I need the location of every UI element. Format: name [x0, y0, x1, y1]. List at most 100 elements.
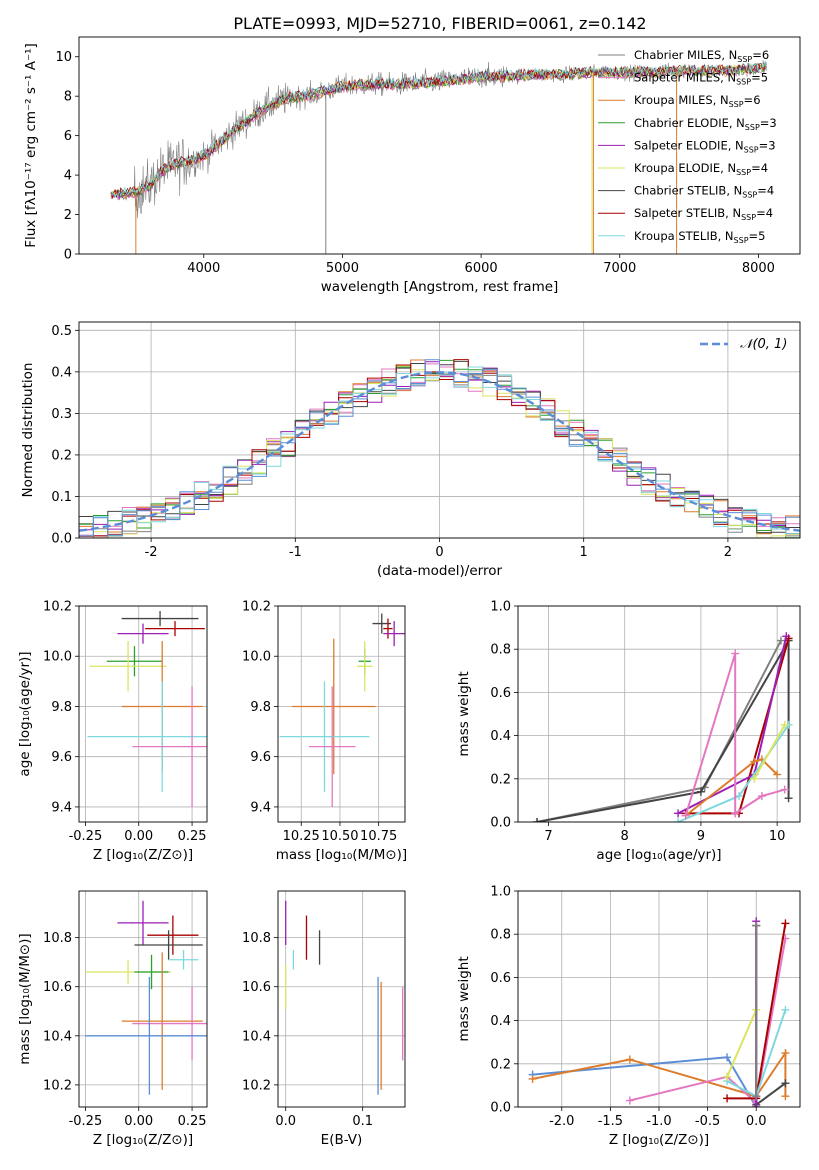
mass_vs_ebv-frame: [277, 890, 406, 1108]
weight-marker: [723, 1053, 732, 1062]
weight-marker: [681, 811, 690, 820]
weight-marker: [674, 818, 683, 822]
y-tick-label: 0.8: [490, 928, 511, 943]
y-tick-label: 9.4: [51, 800, 72, 815]
x-axis-label: mass [log₁₀(M/M⊙)]: [276, 847, 407, 863]
errorbar-point: [356, 641, 373, 692]
y-axis-label: mass weight: [456, 956, 472, 1041]
weight_vs_age-frame: [517, 605, 801, 823]
x-tick-label: 10.50: [321, 829, 358, 844]
legend-entry: Chabrier STELIB, NSSP=4: [634, 184, 774, 200]
y-tick-label: 0.0: [51, 532, 72, 547]
age_vs_Z-plot: [87, 611, 207, 807]
x-axis-label: (data-model)/error: [377, 563, 503, 579]
y-tick-label: 10.4: [242, 1029, 271, 1044]
weight-marker: [773, 770, 782, 779]
x-tick-label: -0.5: [695, 1114, 720, 1129]
age_vs_mass-plot: [279, 613, 405, 807]
y-tick-label: 10.8: [242, 931, 271, 946]
y-axis-label: Normed distribution: [20, 363, 36, 498]
y-tick-label: 9.6: [250, 750, 271, 765]
y-tick-label: 10.4: [43, 1029, 72, 1044]
errorbar-point: [87, 681, 207, 792]
x-tick-label: 0.0: [746, 1114, 767, 1129]
weight_vs_Z-plot: [528, 917, 790, 1107]
legend-entry: Chabrier ELODIE, NSSP=3: [634, 116, 777, 132]
y-tick-label: 0.2: [490, 1057, 511, 1072]
weight-marker: [735, 792, 744, 801]
x-axis-label: E(B-V): [321, 1132, 363, 1148]
x-tick-label: -0.25: [69, 829, 103, 844]
y-axis-label: age [log₁₀(age/yr)]: [17, 651, 33, 776]
weight-line: [536, 636, 790, 822]
y-tick-label: 0.0: [490, 816, 511, 831]
weight-marker: [780, 720, 789, 729]
normal-curve: [79, 371, 800, 532]
x-axis-label: age [log₁₀(age/yr)]: [596, 847, 721, 863]
y-tick-label: 6: [64, 129, 72, 144]
x-tick-label: 9: [697, 829, 705, 844]
weight-marker: [752, 921, 761, 930]
errorbar-point: [134, 930, 203, 960]
y-tick-label: 0.5: [51, 324, 72, 339]
errorbar-point: [132, 986, 207, 1061]
x-tick-label: 7: [544, 829, 552, 844]
y-axis-label: mass [log₁₀(M/M⊙)]: [17, 933, 33, 1064]
weight-marker: [781, 1092, 790, 1101]
mass_vs_Z-frame: [78, 890, 208, 1108]
x-tick-label: 5000: [326, 261, 359, 276]
y-tick-label: 10.6: [43, 980, 72, 995]
x-tick-label: 0.0: [275, 1114, 296, 1129]
x-tick-label: 0.00: [124, 829, 153, 844]
y-tick-label: 10.2: [43, 1078, 72, 1093]
errorbar-point: [117, 623, 169, 644]
weight-marker: [752, 1103, 761, 1107]
y-tick-label: 10.2: [242, 1078, 271, 1093]
y-tick-label: 0.4: [490, 729, 511, 744]
y-tick-label: 0.4: [51, 365, 72, 380]
y-tick-label: 0.0: [490, 1101, 511, 1116]
x-tick-label: 8000: [742, 261, 775, 276]
y-tick-label: 0.6: [490, 686, 511, 701]
errorbar-point: [145, 621, 205, 637]
x-axis-label: wavelength [Angstrom, rest frame]: [321, 279, 559, 295]
weight-marker: [780, 785, 789, 794]
errorbar-point: [168, 949, 199, 970]
legend-entry: Salpeter MILES, NSSP=5: [634, 71, 768, 87]
mass_vs_Z-axes: -0.25 0.00 0.25 10.2 10.4 10.6 10.8 Z [log₁₀(Z/…: [17, 891, 207, 1148]
weight_vs_age-plot: [533, 632, 793, 822]
y-tick-label: 1.0: [490, 885, 511, 900]
weight_vs_age-axes: 7 8 9 10 0.0 0.2 0.4 0.6 0.8 1.0 age [log₁₀(age/yr…: [456, 600, 800, 863]
x-tick-label: 2: [724, 545, 732, 560]
x-tick-label: 0.1: [352, 1114, 373, 1129]
x-tick-label: 10.25: [283, 829, 320, 844]
weight-marker: [781, 1005, 790, 1014]
weight-marker: [750, 757, 759, 766]
y-tick-label: 10: [55, 50, 72, 65]
y-tick-label: 0.8: [490, 643, 511, 658]
age_vs_Z-axes: -0.25 0.00 0.25 9.4 9.6 9.8 10.0 10.2 Z [log₁₀(Z…: [17, 600, 207, 863]
mass_vs_Z-plot: [85, 900, 207, 1095]
weight-marker: [625, 1096, 634, 1105]
errorbar-point: [85, 976, 207, 1095]
errorbar-point: [383, 621, 405, 647]
figure-title: PLATE=0993, MJD=52710, FIBERID=0061, z=0…: [233, 14, 646, 33]
mass_vs_ebv-axes: 0.0 0.1 10.2 10.4 10.6 10.8 E(B-V): [242, 891, 405, 1148]
x-tick-label: 10: [769, 829, 786, 844]
spectrum-frame: [78, 36, 801, 255]
residual-legend: 𝒩(0, 1): [700, 337, 787, 352]
model-line: [110, 64, 767, 200]
y-tick-label: 0: [64, 248, 72, 263]
weight-marker: [781, 1079, 790, 1088]
y-tick-label: 2: [64, 208, 72, 223]
residuals-axes: -2 -1 0 1 2 0.0 0.1 0.2 0.3 0.4 0.5 (data-model)/er…: [20, 322, 800, 579]
weight-marker: [776, 636, 785, 645]
residuals-plot: [79, 359, 800, 538]
x-tick-label: 0: [435, 545, 443, 560]
legend-entry: Salpeter ELODIE, NSSP=3: [634, 138, 776, 154]
weight_vs_Z-axes: -2.0 -1.5 -1.0 -0.5 0.0 0.0 0.2 0.4 0.6 0.8 1.0 Z […: [456, 885, 800, 1148]
x-tick-label: 0.25: [178, 829, 207, 844]
y-tick-label: 9.6: [51, 750, 72, 765]
y-tick-label: 0.4: [490, 1014, 511, 1029]
legend-entry: Salpeter STELIB, NSSP=4: [634, 206, 773, 222]
